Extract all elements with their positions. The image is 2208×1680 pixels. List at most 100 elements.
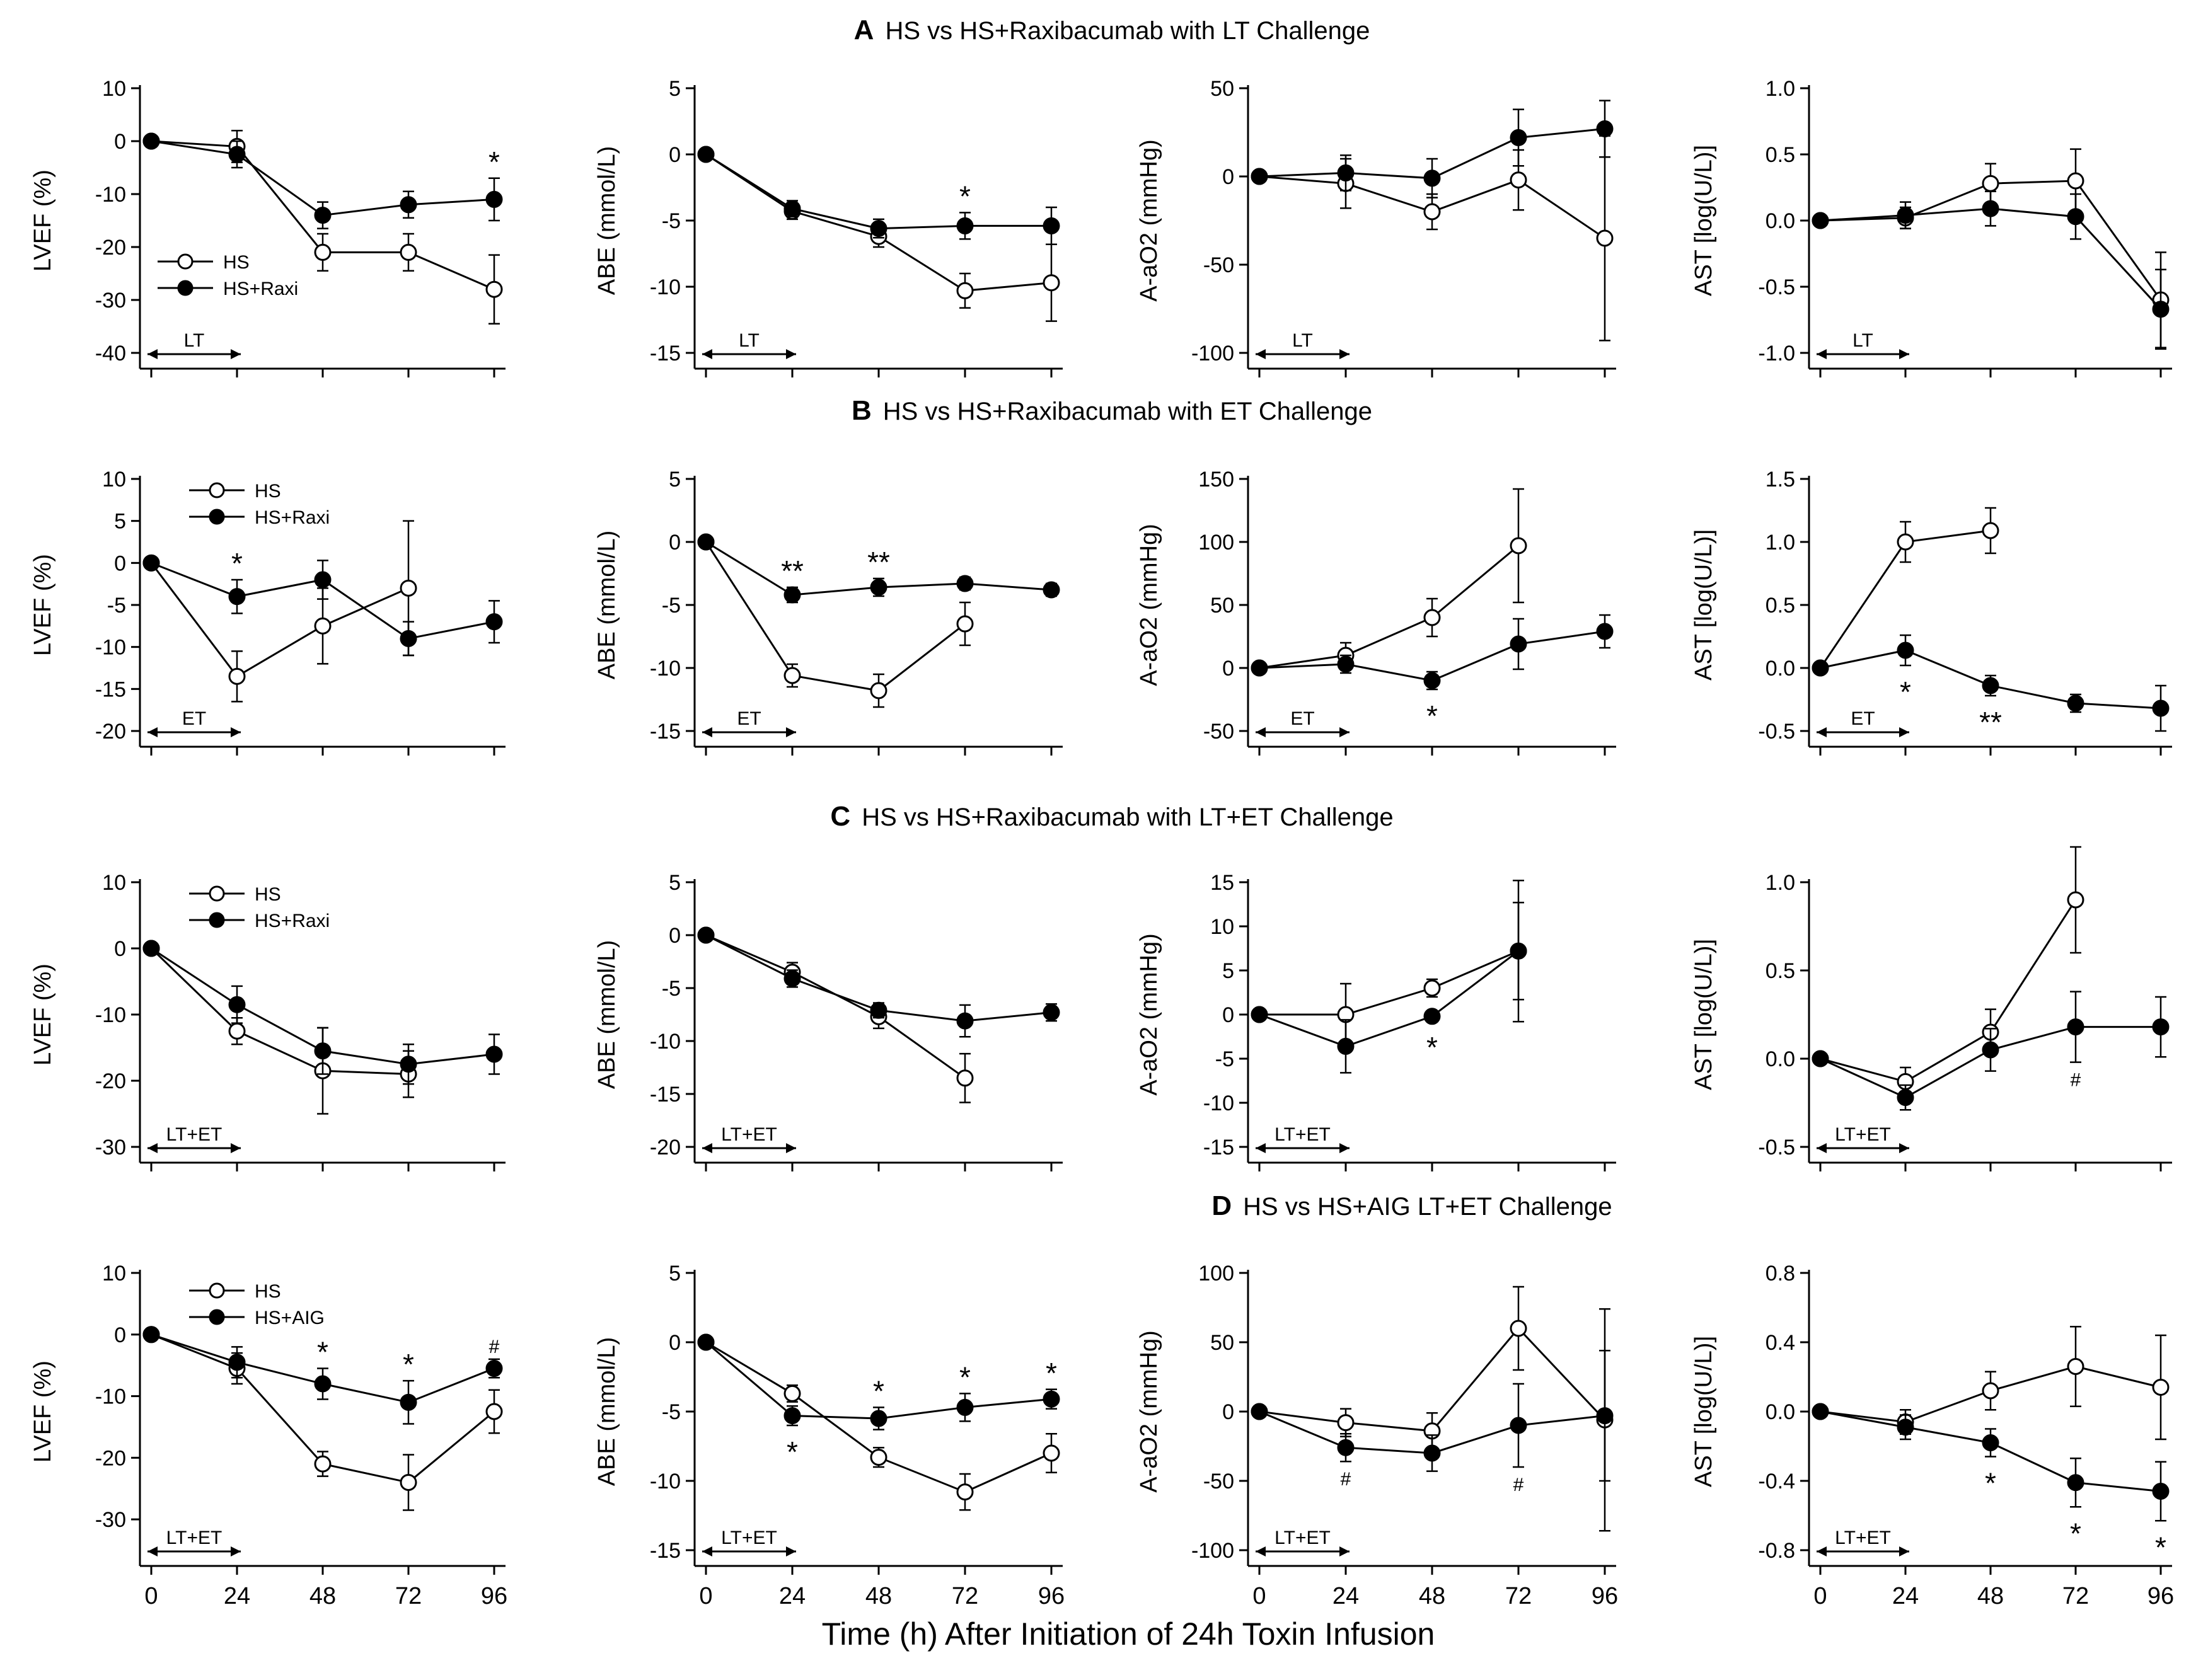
data-point — [1043, 1390, 1060, 1408]
y-tick-label: -30 — [95, 1136, 126, 1159]
toxin-label: LT+ET — [721, 1124, 777, 1145]
toxin-arrow-head-right — [1339, 727, 1350, 737]
y-tick-label: 0.0 — [1766, 1400, 1795, 1424]
toxin-arrow-head-right — [1339, 349, 1350, 359]
significance-marker: # — [1341, 1469, 1351, 1490]
y-axis-label: LVEF (%) — [30, 1361, 56, 1463]
y-tick-label: 1.5 — [1766, 468, 1795, 492]
y-tick-label: -5 — [662, 1400, 681, 1424]
legend: HS HS+Raxi — [189, 481, 330, 528]
y-tick-label: -0.8 — [1758, 1539, 1795, 1563]
data-point — [783, 1384, 801, 1402]
panel-d-3: 100 50 0 -50 -100 0 24 48 72 96 A-aO2 (mmHg) LT+ET #… — [1136, 1262, 1618, 1609]
series-treated — [1251, 100, 1614, 198]
data-point — [783, 667, 801, 684]
data-point — [697, 1333, 715, 1351]
y-tick-label: -10 — [95, 1385, 126, 1409]
y-tick-label: 5 — [669, 77, 681, 101]
y-tick-label: -15 — [95, 677, 126, 701]
series-treated — [1812, 991, 2170, 1111]
data-point — [400, 630, 417, 647]
data-point — [314, 617, 332, 635]
significance-marker: # — [2071, 1070, 2081, 1091]
data-point — [956, 575, 974, 592]
y-tick-label: 0 — [669, 924, 681, 948]
data-point — [1337, 1037, 1355, 1055]
legend-label: HS+Raxi — [223, 279, 298, 299]
panel-b-3: 150 100 50 0 -50 A-aO2 (mmHg) ET * — [1136, 468, 1616, 756]
data-point — [1423, 609, 1441, 626]
y-axis-label: LVEF (%) — [30, 170, 56, 272]
y-axis-label: AST [log(U/L)] — [1691, 939, 1717, 1090]
series-hs — [1812, 148, 2170, 348]
data-point — [1251, 1006, 1268, 1023]
data-point — [485, 1360, 503, 1378]
y-axis-label: LVEF (%) — [30, 554, 56, 656]
section-title: A HS vs HS+Raxibacumab with LT Challenge — [854, 14, 1370, 45]
data-point — [400, 243, 417, 261]
y-tick-label: -1.0 — [1758, 342, 1795, 365]
y-tick-label: -10 — [650, 1470, 681, 1493]
y-tick-label: -50 — [1203, 720, 1234, 744]
toxin-arrow-head-left — [1256, 1143, 1266, 1153]
legend-marker — [209, 1282, 225, 1299]
data-point — [314, 207, 332, 224]
data-point — [314, 571, 332, 589]
significance-marker: * — [873, 1374, 884, 1407]
data-point — [956, 1398, 974, 1416]
significance-marker: * — [1985, 1467, 1996, 1500]
significance-marker: # — [489, 1337, 500, 1357]
series-hs — [1812, 846, 2084, 1097]
section-b: B HS vs HS+Raxibacumab with ET Challenge 1… — [30, 395, 2172, 756]
panel-b-2: 5 0 -5 -10 -15 ABE (mmol/L) ET ** ** — [594, 468, 1063, 756]
significance-marker: * — [787, 1435, 798, 1468]
significance-marker: * — [959, 180, 971, 212]
data-point — [697, 146, 715, 163]
data-point — [1043, 217, 1060, 234]
data-point — [2152, 699, 2170, 717]
data-point — [2152, 1379, 2170, 1396]
significance-marker: ** — [781, 555, 804, 587]
data-point — [142, 1326, 160, 1343]
y-tick-label: 0.5 — [1766, 143, 1795, 167]
toxin-label: LT — [739, 330, 760, 351]
data-point — [2067, 1474, 2084, 1492]
toxin-arrow-head-left — [702, 349, 712, 359]
section-letter: D — [1211, 1190, 1232, 1221]
legend-label: HS — [255, 884, 281, 905]
data-point — [2067, 891, 2084, 909]
section-title: C HS vs HS+Raxibacumab with LT+ET Challen… — [830, 801, 1393, 832]
y-tick-label: 1.0 — [1766, 531, 1795, 555]
data-point — [1043, 1444, 1060, 1462]
y-tick-label: 10 — [102, 468, 126, 492]
y-axis-label: A-aO2 (mmHg) — [1136, 1330, 1162, 1493]
data-point — [228, 996, 246, 1013]
series-treated — [142, 554, 503, 657]
y-axis-label: AST [log(U/L)] — [1691, 529, 1717, 681]
y-axis-label: AST [log(U/L)] — [1691, 145, 1717, 296]
x-tick-label: 0 — [1252, 1583, 1266, 1609]
y-tick-label: 0.5 — [1766, 959, 1795, 983]
data-point — [1982, 200, 1999, 217]
data-point — [1423, 1008, 1441, 1025]
toxin-arrow-head-right — [1339, 1143, 1350, 1153]
y-axis-label: ABE (mmol/L) — [594, 1337, 620, 1486]
data-point — [956, 217, 974, 234]
data-point — [142, 940, 160, 957]
toxin-label: LT — [184, 330, 205, 351]
y-tick-label: -20 — [650, 1136, 681, 1159]
significance-marker: * — [1900, 676, 1911, 708]
x-tick-label: 96 — [1592, 1583, 1618, 1609]
section-title: B HS vs HS+Raxibacumab with ET Challenge — [852, 395, 1372, 426]
data-point — [314, 1042, 332, 1060]
series-treated — [1812, 1403, 2170, 1522]
y-tick-label: 0 — [1222, 657, 1234, 681]
toxin-arrow-head-left — [1256, 349, 1266, 359]
toxin-arrow-head-left — [1817, 349, 1827, 359]
data-point — [1423, 170, 1441, 187]
toxin-arrow-head-right — [786, 1546, 796, 1556]
series-line — [1259, 950, 1519, 1016]
data-point — [485, 1045, 503, 1063]
panel-d-2: 5 0 -5 -10 -15 0 24 48 72 96 ABE (mmol/L) LT+ET * * * * — [594, 1262, 1065, 1609]
